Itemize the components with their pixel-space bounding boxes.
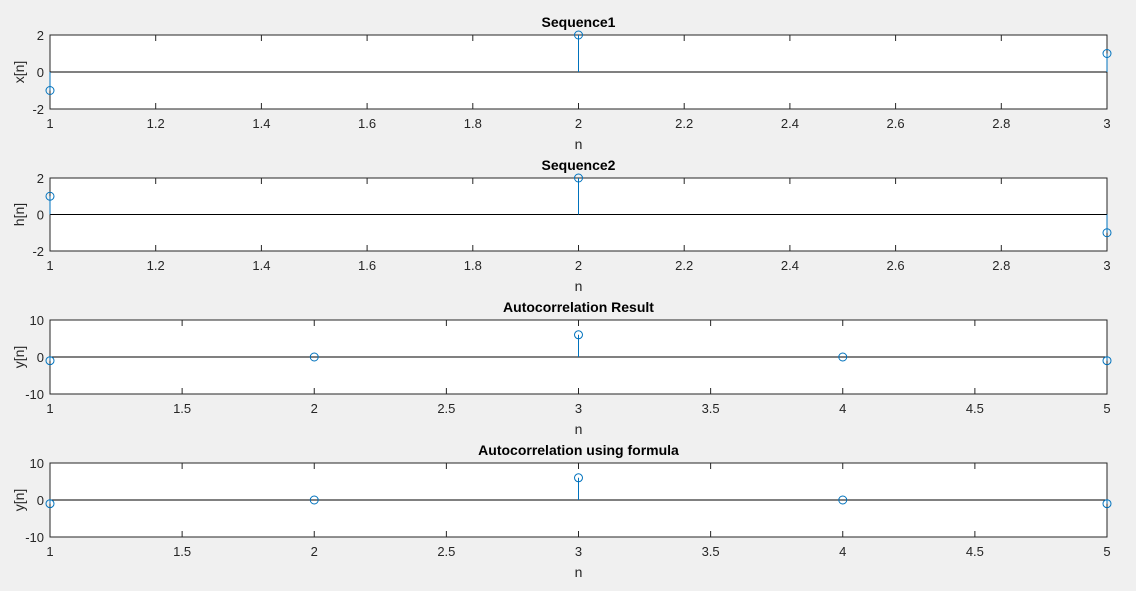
y-tick-label: -10 — [25, 387, 44, 402]
subplot-3: 1 1.5 2 2.5 3 3.5 4 4.5 5 -10 0 10 Autocorrelation R… — [11, 299, 1112, 437]
x-axis-label: n — [575, 136, 583, 152]
x-tick-label: 1 — [46, 258, 53, 273]
stem-marker — [45, 499, 55, 509]
x-tick-label: 3 — [575, 401, 582, 416]
x-tick-label: 5 — [1103, 401, 1110, 416]
y-axis-label: y[n] — [11, 346, 27, 369]
x-tick-label: 5 — [1103, 544, 1110, 559]
x-tick-label: 3.5 — [702, 401, 720, 416]
stem-marker — [309, 352, 319, 362]
x-tick-label: 3 — [575, 544, 582, 559]
y-axis-label: x[n] — [11, 61, 27, 84]
x-axis-label: n — [575, 564, 583, 580]
chart-title: Autocorrelation Result — [503, 299, 654, 315]
chart-title: Sequence1 — [542, 14, 616, 30]
y-tick-label: 0 — [37, 493, 44, 508]
x-tick-label: 2 — [311, 401, 318, 416]
x-tick-label: 1.4 — [252, 258, 270, 273]
x-tick-label: 2.8 — [992, 258, 1010, 273]
x-tick-label: 1 — [46, 116, 53, 131]
x-tick-label: 4.5 — [966, 401, 984, 416]
x-tick-label: 4.5 — [966, 544, 984, 559]
x-tick-label: 2 — [575, 258, 582, 273]
x-tick-label: 1.4 — [252, 116, 270, 131]
x-tick-label: 2.5 — [437, 544, 455, 559]
x-tick-label: 1.6 — [358, 116, 376, 131]
x-tick-label: 1.6 — [358, 258, 376, 273]
stem-marker — [1102, 49, 1112, 58]
chart-title: Autocorrelation using formula — [478, 442, 679, 458]
x-tick-label: 2.4 — [781, 258, 799, 273]
x-tick-label: 2.6 — [887, 116, 905, 131]
y-tick-label: 2 — [37, 28, 44, 43]
subplot-2: 1 1.2 1.4 1.6 1.8 2 2.2 2.4 2.6 2.8 3 -2 0 2 Sequence2… — [11, 157, 1112, 294]
x-tick-label: 3 — [1103, 258, 1110, 273]
stem-marker — [574, 173, 583, 183]
x-tick-label: 2.5 — [437, 401, 455, 416]
stem-marker — [45, 86, 55, 95]
x-tick-label: 1.8 — [464, 258, 482, 273]
subplot-4: 1 1.5 2 2.5 3 3.5 4 4.5 5 -10 0 10 Autocorrelation u… — [11, 442, 1112, 580]
x-tick-label: 1.5 — [173, 544, 191, 559]
x-tick-label: 2.6 — [887, 258, 905, 273]
subplot-1: 1 1.2 1.4 1.6 1.8 2 2.2 2.4 2.6 2.8 3 -2 0 2 Sequence1… — [11, 14, 1112, 152]
x-axis-label: n — [575, 278, 583, 294]
y-tick-label: 0 — [37, 350, 44, 365]
x-tick-label: 2 — [311, 544, 318, 559]
chart-title: Sequence2 — [542, 157, 616, 173]
x-tick-label: 1.5 — [173, 401, 191, 416]
x-tick-label: 2.8 — [992, 116, 1010, 131]
x-tick-label: 4 — [839, 401, 846, 416]
y-tick-label: 2 — [37, 171, 44, 186]
y-tick-label: 10 — [30, 456, 44, 471]
x-tick-label: 1.2 — [147, 116, 165, 131]
x-tick-label: 1.8 — [464, 116, 482, 131]
x-tick-label: 1.2 — [147, 258, 165, 273]
x-tick-label: 3 — [1103, 116, 1110, 131]
x-axis-label: n — [575, 421, 583, 437]
x-tick-label: 2.2 — [675, 258, 693, 273]
stem-marker — [45, 191, 55, 201]
stem-marker — [1102, 228, 1112, 238]
y-tick-label: -2 — [32, 102, 44, 117]
x-tick-label: 1 — [46, 544, 53, 559]
y-tick-label: -2 — [32, 244, 44, 259]
y-tick-label: 0 — [37, 208, 44, 223]
x-tick-label: 2.4 — [781, 116, 799, 131]
x-tick-label: 3.5 — [702, 544, 720, 559]
x-tick-label: 4 — [839, 544, 846, 559]
stem-marker — [838, 352, 848, 362]
stem-marker — [574, 330, 583, 340]
stem-marker — [1102, 499, 1112, 509]
stem-marker — [574, 473, 583, 483]
x-tick-label: 2.2 — [675, 116, 693, 131]
stem-marker — [574, 30, 583, 40]
y-tick-label: -10 — [25, 530, 44, 545]
y-axis-label: h[n] — [11, 203, 27, 226]
stem-marker — [45, 356, 55, 366]
y-axis-label: y[n] — [11, 489, 27, 512]
stem-marker — [309, 495, 319, 505]
x-tick-label: 2 — [575, 116, 582, 131]
stem-marker — [1102, 356, 1112, 366]
y-tick-label: 0 — [37, 65, 44, 80]
y-tick-label: 10 — [30, 313, 44, 328]
x-tick-label: 1 — [46, 401, 53, 416]
stem-marker — [838, 495, 848, 505]
